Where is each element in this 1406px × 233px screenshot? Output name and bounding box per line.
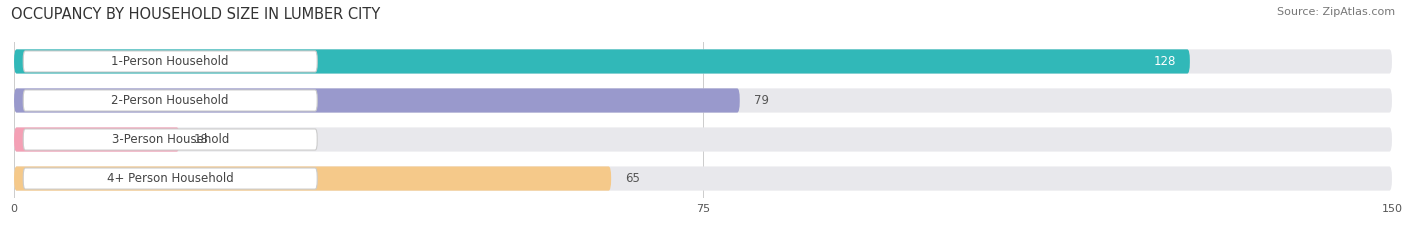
FancyBboxPatch shape bbox=[14, 88, 740, 113]
FancyBboxPatch shape bbox=[14, 127, 1392, 152]
FancyBboxPatch shape bbox=[14, 166, 612, 191]
FancyBboxPatch shape bbox=[24, 90, 318, 111]
Text: 128: 128 bbox=[1154, 55, 1175, 68]
Text: 65: 65 bbox=[624, 172, 640, 185]
Text: 79: 79 bbox=[754, 94, 769, 107]
Text: 1-Person Household: 1-Person Household bbox=[111, 55, 229, 68]
Text: 4+ Person Household: 4+ Person Household bbox=[107, 172, 233, 185]
FancyBboxPatch shape bbox=[14, 127, 180, 152]
FancyBboxPatch shape bbox=[24, 129, 318, 150]
FancyBboxPatch shape bbox=[24, 168, 318, 189]
Text: OCCUPANCY BY HOUSEHOLD SIZE IN LUMBER CITY: OCCUPANCY BY HOUSEHOLD SIZE IN LUMBER CI… bbox=[11, 7, 381, 22]
FancyBboxPatch shape bbox=[14, 49, 1392, 74]
FancyBboxPatch shape bbox=[24, 51, 318, 72]
Text: 18: 18 bbox=[193, 133, 208, 146]
FancyBboxPatch shape bbox=[14, 88, 1392, 113]
FancyBboxPatch shape bbox=[14, 166, 1392, 191]
Text: Source: ZipAtlas.com: Source: ZipAtlas.com bbox=[1277, 7, 1395, 17]
FancyBboxPatch shape bbox=[14, 49, 1189, 74]
Text: 2-Person Household: 2-Person Household bbox=[111, 94, 229, 107]
Text: 3-Person Household: 3-Person Household bbox=[111, 133, 229, 146]
